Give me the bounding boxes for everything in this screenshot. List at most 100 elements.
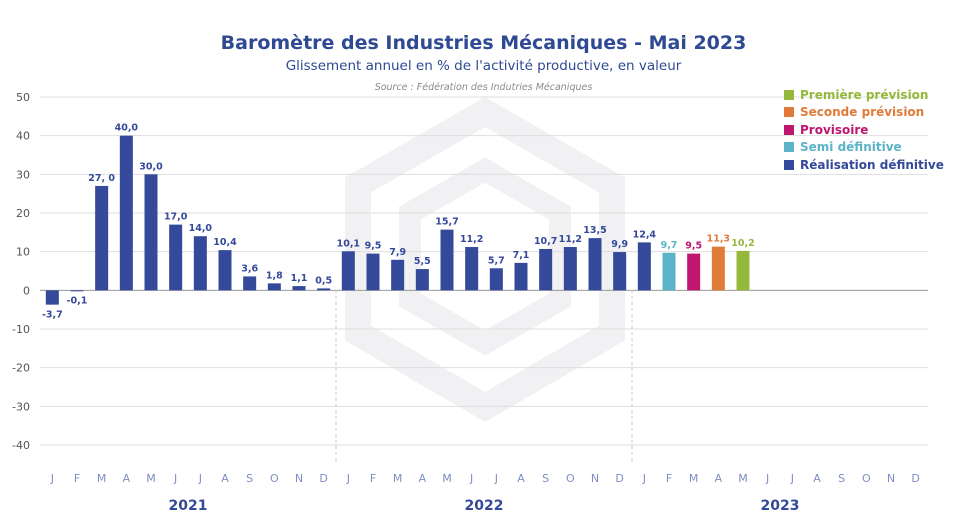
x-tick-label: J [198,472,202,485]
y-tick-label: 0 [23,284,30,297]
x-tick-label: A [715,472,723,485]
x-tick-label: O [270,472,279,485]
legend-swatch [784,89,794,100]
data-label: 5,5 [414,256,431,267]
x-tick-label: O [566,472,575,485]
legend-label: Première prévision [800,87,929,102]
legend-item: Semi définitive [784,139,944,157]
y-tick-label: -20 [12,362,30,375]
data-label: 14,0 [189,223,213,234]
data-label: -0,1 [67,296,88,307]
legend-swatch [784,107,794,118]
x-tick-label: J [494,472,498,485]
bar [440,229,454,291]
data-label: 13,5 [583,225,606,236]
chart-source: Source : Fédération des Indutries Mécani… [374,82,593,93]
x-tick-label: J [469,472,473,485]
bars [45,135,750,305]
y-tick-label: 40 [16,130,30,143]
bar [588,238,602,291]
data-label: 40,0 [115,123,139,134]
bar [317,288,331,291]
bar [45,290,59,305]
data-label: 0,5 [315,275,332,286]
data-label: 11,3 [707,234,730,245]
bar [465,247,479,291]
y-tick-label: 30 [16,168,30,181]
data-label: -3,7 [42,310,63,321]
x-tick-label: J [790,472,794,485]
x-tick-label: A [419,472,427,485]
bar [193,236,207,291]
x-tick-label: J [642,472,646,485]
x-tick-label: N [295,472,303,485]
x-tick-label: S [838,472,845,485]
year-label: 2022 [465,498,504,514]
x-tick-label: M [97,472,107,485]
bar [539,248,553,291]
y-tick-label: 20 [16,207,30,220]
bar [267,283,281,291]
bar [391,259,405,291]
bar [415,269,429,291]
legend-item: Provisoire [784,121,944,139]
year-label: 2021 [169,498,208,514]
data-labels: -3,7 -0,1 27, 0 40,0 30,0 17,014,010,4 3,6 1,8 1… [42,123,755,321]
data-label: 12,4 [633,229,657,240]
x-tick-label: J [765,472,769,485]
x-tick-label: D [615,472,623,485]
legend-label: Seconde prévision [800,105,925,120]
data-label: 10,4 [213,237,237,248]
y-tick-label: -10 [12,323,30,336]
data-label: 10,1 [337,238,360,249]
x-tick-label: M [738,472,748,485]
legend-label: Semi définitive [800,140,902,155]
x-tick-label: J [173,472,177,485]
x-tick-label: M [393,472,403,485]
bar [687,253,701,291]
data-label: 1,1 [291,273,308,284]
gridlines [40,96,928,446]
legend-swatch [784,124,794,135]
bar [218,250,232,291]
legend: Première prévision Seconde prévision Provi… [784,86,944,174]
y-axis-ticks: 50 40 30 20 10 0 -10 -20 -30 -40 [12,91,30,452]
legend-label: Provisoire [800,122,869,137]
x-tick-label: J [346,472,350,485]
x-tick-label: O [862,472,871,485]
data-label: 30,0 [139,161,163,172]
legend-item: Première prévision [784,86,944,104]
legend-swatch [784,159,794,170]
bar [95,185,109,291]
data-label: 10,7 [534,236,557,247]
x-tick-label: J [50,472,54,485]
x-tick-label: M [689,472,699,485]
bar [514,262,528,291]
y-tick-label: 10 [16,246,30,259]
bar [662,252,676,291]
data-label: 7,9 [389,247,406,258]
data-label: 1,8 [266,270,283,281]
data-label: 5,7 [488,255,505,266]
data-label: 15,7 [435,217,458,228]
y-tick-label: 50 [16,91,30,104]
data-label: 3,6 [241,263,258,274]
bar [243,276,257,291]
bar [711,246,725,291]
bar [144,174,158,291]
x-tick-label: M [146,472,156,485]
legend-item: Réalisation définitive [784,156,944,174]
bar [70,290,84,292]
data-label: 11,2 [559,234,582,245]
bar [119,135,133,291]
bar [637,242,651,291]
data-label: 9,7 [661,240,678,251]
bar [292,286,306,291]
data-label: 27, 0 [88,173,115,184]
x-axis-year-labels: 2021 2022 2023 [169,498,800,514]
x-tick-label: D [911,472,919,485]
x-tick-label: S [246,472,253,485]
legend-label: Réalisation définitive [800,157,944,172]
x-tick-label: A [813,472,821,485]
